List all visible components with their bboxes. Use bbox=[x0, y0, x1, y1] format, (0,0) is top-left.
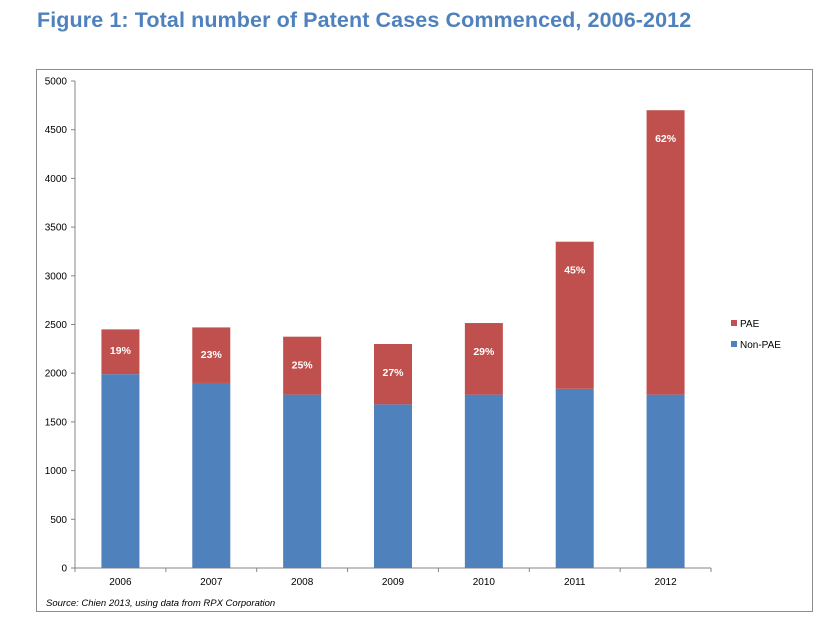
y-tick-label: 2000 bbox=[45, 369, 68, 380]
data-labels: 19% 23% 25% 27% 29% 45% 62% bbox=[110, 133, 677, 379]
bar-pae-2009 bbox=[374, 343, 412, 405]
x-tick-label: 2011 bbox=[564, 577, 586, 588]
y-tick-label: 5000 bbox=[45, 77, 68, 88]
legend-swatch-non-pae bbox=[731, 341, 737, 347]
x-tick-label: 2006 bbox=[109, 577, 132, 588]
source-note: Source: Chien 2013, using data from RPX … bbox=[46, 598, 276, 609]
y-tick-label: 500 bbox=[50, 515, 67, 526]
figure-title: Figure 1: Total number of Patent Cases C… bbox=[37, 8, 692, 32]
y-tick-label: 1000 bbox=[45, 466, 68, 477]
bar-non-pae-2006 bbox=[101, 374, 140, 568]
bar-non-pae-2009 bbox=[374, 404, 412, 568]
y-tick-label: 1500 bbox=[45, 417, 68, 428]
x-tick-label: 2012 bbox=[654, 577, 677, 588]
bar-pae-2008 bbox=[283, 336, 322, 395]
y-tick-label: 3000 bbox=[45, 271, 68, 282]
data-label: 45% bbox=[564, 265, 586, 277]
bar-non-pae-2012 bbox=[646, 394, 685, 568]
bar-non-pae-2010 bbox=[464, 394, 503, 568]
bars bbox=[101, 110, 685, 568]
x-tick-label: 2008 bbox=[291, 577, 314, 588]
y-tick-label: 3500 bbox=[45, 223, 68, 234]
y-tick-label: 4500 bbox=[45, 125, 68, 136]
bar-non-pae-2007 bbox=[192, 382, 231, 568]
data-label: 25% bbox=[292, 360, 314, 372]
data-label: 27% bbox=[382, 367, 404, 379]
chart-frame bbox=[36, 69, 813, 612]
legend-swatch-pae bbox=[731, 320, 737, 326]
bar-pae-2010 bbox=[464, 323, 503, 395]
data-label: 62% bbox=[655, 133, 677, 145]
legend-label-non-pae: Non-PAE bbox=[740, 340, 781, 351]
y-tick-label: 2500 bbox=[45, 320, 68, 331]
data-label: 23% bbox=[201, 349, 223, 361]
y-tick-label: 4000 bbox=[45, 174, 68, 185]
x-tick-label: 2009 bbox=[382, 577, 405, 588]
axes: 0 500 1000 1500 2000 2500 3000 3500 4000 4500 5000… bbox=[45, 77, 712, 588]
bar-non-pae-2011 bbox=[555, 388, 594, 568]
data-label: 19% bbox=[110, 345, 132, 357]
bar-pae-2007 bbox=[192, 327, 231, 383]
legend-label-pae: PAE bbox=[740, 319, 760, 330]
bar-non-pae-2008 bbox=[283, 394, 322, 568]
legend: PAE Non-PAE bbox=[731, 319, 781, 351]
bar-pae-2011 bbox=[555, 241, 594, 389]
bar-pae-2006 bbox=[101, 329, 140, 375]
x-tick-label: 2007 bbox=[200, 577, 223, 588]
y-tick-label: 0 bbox=[61, 564, 67, 575]
bar-pae-2012 bbox=[646, 110, 685, 395]
data-label: 29% bbox=[473, 346, 495, 358]
x-tick-label: 2010 bbox=[473, 577, 496, 588]
